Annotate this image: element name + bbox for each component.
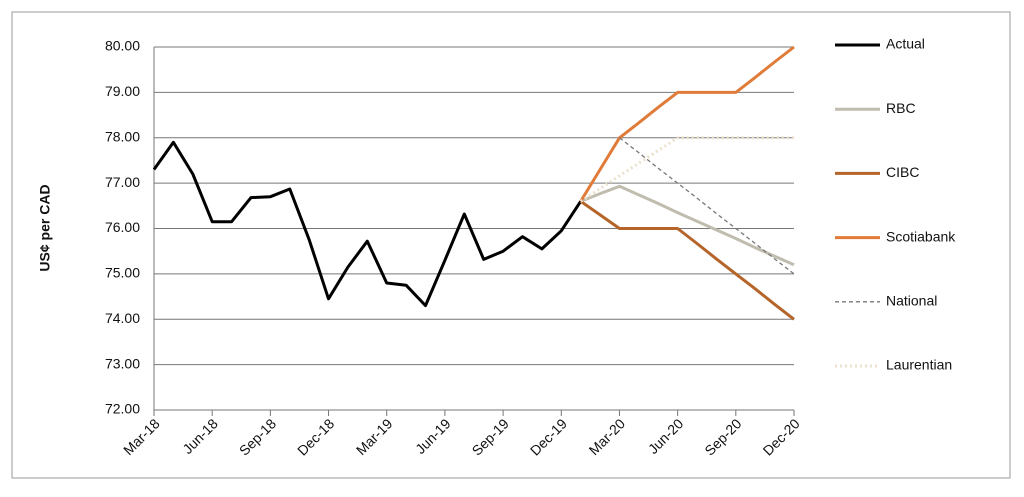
series-line [580,184,795,267]
y-tick-label: 79.00 [105,83,140,99]
series-line [579,45,795,203]
y-tick-label: 75.00 [105,265,140,281]
x-tick-label: Sep-18 [236,415,279,458]
y-tick-label: 74.00 [105,310,140,326]
frame [11,11,1011,479]
legend-label: RBC [886,100,916,116]
x-tick-label: Sep-20 [701,415,744,458]
series-line [579,200,795,321]
y-tick-label: 73.00 [105,355,140,371]
y-tick-label: 77.00 [105,174,140,190]
x-tick-label: Dec-18 [294,415,337,458]
y-tick-label: 78.00 [105,128,140,144]
x-tick-label: Jun-19 [412,415,454,457]
y-tick-label: 72.00 [105,401,140,417]
legend-label: National [886,293,937,309]
x-tick-label: Mar-18 [120,415,163,458]
y-tick-label: 76.00 [105,219,140,235]
x-tick-label: Mar-20 [586,415,629,458]
series-line [579,136,794,203]
y-tick-label: 80.00 [105,38,140,54]
y-axis-label: US¢ per CAD [37,184,53,271]
x-tick-label: Dec-19 [527,415,570,458]
legend-label: Laurentian [886,357,952,373]
series-line [619,137,795,275]
x-tick-label: Mar-19 [353,415,396,458]
x-tick-label: Dec-20 [760,415,803,458]
legend-label: Actual [886,36,925,52]
legend-label: CIBC [886,164,919,180]
legend-label: Scotiabank [886,228,956,244]
x-tick-label: Jun-18 [179,415,221,457]
series-line [152,140,582,308]
x-tick-label: Jun-20 [645,415,687,457]
x-tick-label: Sep-19 [469,415,512,458]
